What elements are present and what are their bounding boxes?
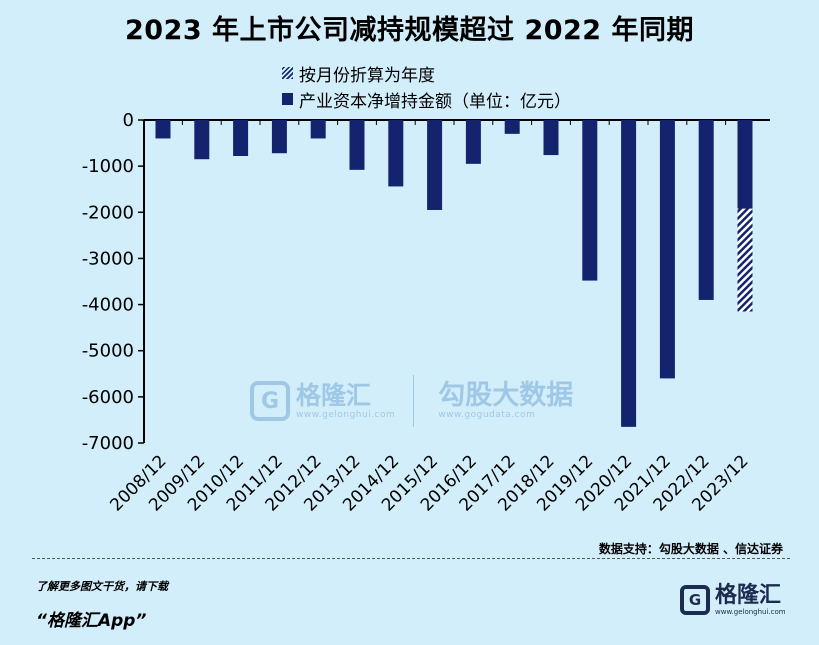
bar-net-holding [310,120,326,139]
footer-logo-url: www.gelonghui.com [715,608,786,616]
bar-net-holding [427,120,443,210]
bar-net-holding [194,120,210,160]
bar-net-holding [233,120,249,156]
bar-net-holding [155,120,171,139]
solid-swatch [282,93,293,105]
y-tick-label: -4000 [82,295,134,316]
footer-logo-text: 格隆汇 www.gelonghui.com [715,583,786,617]
gelonghui-logo-icon: G [250,381,290,421]
y-tick-label: -3000 [82,248,134,269]
download-prompt: 了解更多图文干货，请下载 [36,580,168,593]
gelonghui-footer-logo-icon: G [680,585,710,615]
bar-net-holding [465,120,481,164]
bar-net-holding [621,120,637,427]
watermark-brand-gelonghui: 格隆汇 www.gelonghui.com [296,381,396,421]
bar-net-holding [271,120,287,154]
footer-divider [32,558,790,559]
watermark: G 格隆汇 www.gelonghui.com 勾股大数据 www.goguda… [250,375,573,427]
y-tick-label: 0 [123,110,134,131]
watermark-brand-gogudata: 勾股大数据 www.gogudata.com [438,380,574,421]
hatch-swatch [282,67,293,79]
y-tick-label: -1000 [82,156,134,177]
bar-net-holding [582,120,598,281]
y-tick-label: -7000 [82,433,134,454]
legend-label-annualized: 按月份折算为年度 [299,65,435,86]
legend-item-net-holding: 产业资本净增持金额（单位：亿元） [282,86,571,112]
bar-net-holding [388,120,404,187]
watermark-brand-name: 格隆汇 [296,381,372,410]
bar-net-holding [659,120,675,379]
legend-label-net-holding: 产业资本净增持金额（单位：亿元） [299,91,571,112]
legend-item-annualized: 按月份折算为年度 [282,60,571,86]
bar-net-holding [543,120,559,156]
bar-net-holding [698,120,714,300]
footer-logo-name: 格隆汇 [715,583,782,608]
watermark-divider [413,375,415,427]
legend: 按月份折算为年度 产业资本净增持金额（单位：亿元） [282,60,571,112]
y-tick-label: -2000 [82,202,134,223]
watermark-brand-url: www.gelonghui.com [296,410,396,420]
bar-net-holding [349,120,365,170]
y-tick-label: -5000 [82,341,134,362]
footer-logo[interactable]: G 格隆汇 www.gelonghui.com [680,584,786,616]
y-tick-label: -6000 [82,387,134,408]
app-name[interactable]: “格隆汇App” [36,611,147,631]
bar-net-holding [737,120,753,209]
chart-title: 2023 年上市公司减持规模超过 2022 年同期 [125,15,694,46]
bar-net-holding [504,120,520,134]
watermark-brand2-url: www.gogudata.com [438,410,536,420]
data-source: 数据支持：勾股大数据 、信达证券 [598,542,783,556]
watermark-brand2-name: 勾股大数据 [438,380,574,411]
